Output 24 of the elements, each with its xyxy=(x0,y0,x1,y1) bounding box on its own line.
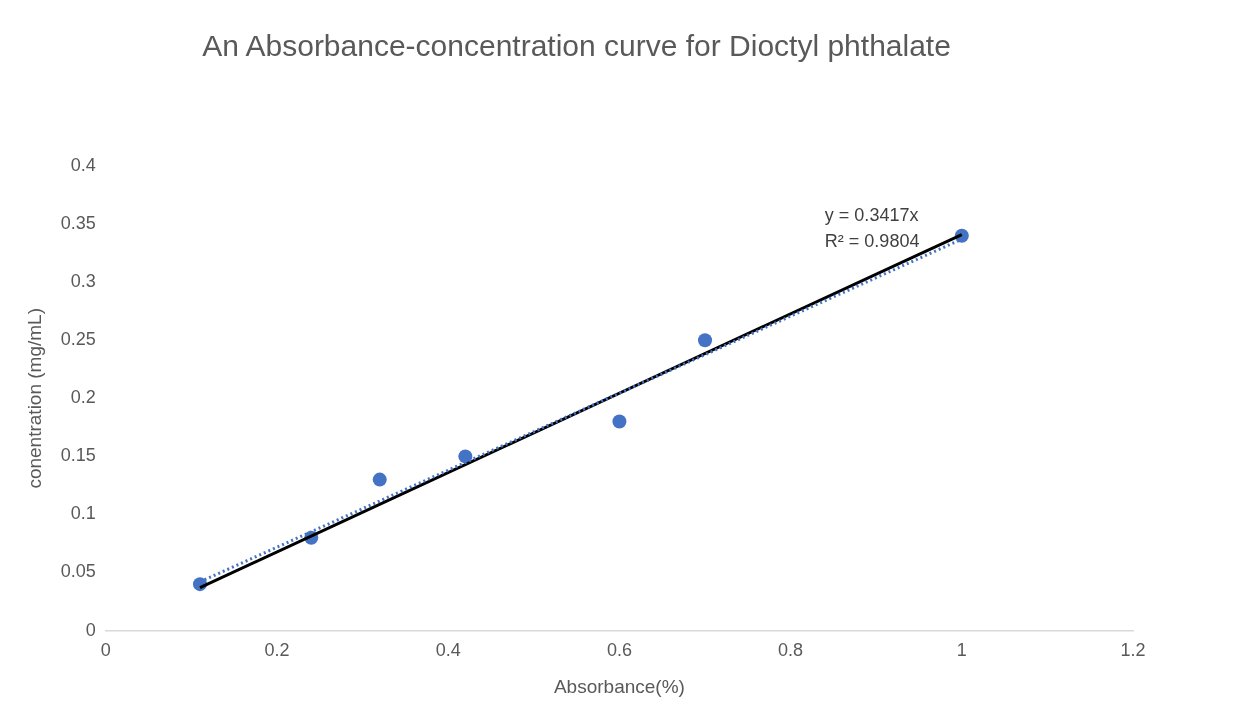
x-tick-label: 0.6 xyxy=(606,640,632,661)
annotation: y = 0.3417x xyxy=(824,204,919,225)
x-tick-label: 0.2 xyxy=(264,640,290,661)
x-axis-title: Absorbance(%) xyxy=(553,675,685,697)
y-tick-label: 0.2 xyxy=(70,387,96,408)
x-tick-label: 1.2 xyxy=(1120,640,1146,661)
x-tick-label: 0 xyxy=(100,640,111,661)
y-axis-title: conentration (mg/mL) xyxy=(23,308,45,489)
y-tick-label: 0.4 xyxy=(70,154,96,175)
y-tick-label: 0.1 xyxy=(70,503,96,524)
y-tick-label: 0.3 xyxy=(70,271,96,292)
y-tick-label: 0 xyxy=(85,619,96,640)
x-tick-label: 0.8 xyxy=(778,640,804,661)
point xyxy=(372,472,387,487)
point xyxy=(612,414,627,429)
x-tick-label: 1 xyxy=(956,640,967,661)
y-tick-label: 0.35 xyxy=(60,213,96,234)
y-tick-label: 0.05 xyxy=(60,561,96,582)
chart-title: An Absorbance-concentration curve for Dioctyl phthalate xyxy=(202,29,951,63)
point xyxy=(698,333,713,348)
annotation: R² = 0.9804 xyxy=(824,230,920,251)
y-tick-label: 0.15 xyxy=(60,445,96,466)
y-tick-label: 0.25 xyxy=(60,329,96,350)
x-tick-label: 0.4 xyxy=(435,640,461,661)
